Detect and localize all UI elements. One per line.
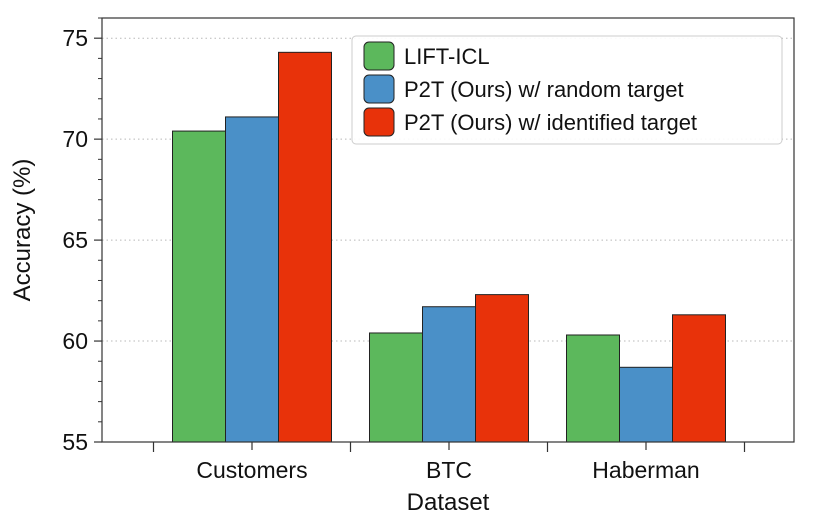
bar-customers-series-2 bbox=[225, 116, 279, 443]
x-tick-label: Haberman bbox=[592, 457, 699, 483]
legend: LIFT-ICL P2T (Ours) w/ random target P2T (… bbox=[351, 35, 783, 145]
plot-frame bbox=[101, 17, 795, 443]
bar-customers-series-1 bbox=[172, 130, 226, 443]
y-tick-label: 60 bbox=[62, 328, 88, 354]
bar-haberman-series-2 bbox=[619, 366, 673, 443]
legend-label-1: LIFT-ICL bbox=[404, 44, 490, 69]
y-tick-label: 55 bbox=[62, 429, 88, 455]
x-axis-title: Dataset bbox=[407, 489, 490, 516]
bar-customers-series-3 bbox=[278, 51, 332, 443]
legend-box bbox=[351, 35, 783, 145]
y-tick-label: 70 bbox=[62, 126, 88, 152]
y-tick-label: 75 bbox=[62, 25, 88, 51]
y-tick-label: 65 bbox=[62, 227, 88, 253]
bar-haberman-series-1 bbox=[566, 334, 620, 443]
legend-swatch-2 bbox=[363, 74, 395, 104]
bar-btc-series-1 bbox=[369, 332, 423, 443]
x-tick-label: BTC bbox=[426, 457, 472, 483]
legend-swatch-3 bbox=[363, 107, 395, 137]
legend-label-3: P2T (Ours) w/ identified target bbox=[404, 110, 697, 135]
x-tick-label: Customers bbox=[196, 457, 307, 483]
bar-btc-series-3 bbox=[475, 294, 529, 443]
bar-btc-series-2 bbox=[422, 306, 476, 443]
tick-labels: 55 60 65 70 75 Customers BTC Haberman bbox=[62, 25, 699, 483]
bar-haberman-series-3 bbox=[672, 314, 726, 443]
y-axis-title: Accuracy (%) bbox=[9, 159, 36, 302]
legend-swatch-1 bbox=[363, 41, 395, 71]
legend-label-2: P2T (Ours) w/ random target bbox=[404, 77, 684, 102]
axis-ticks bbox=[94, 17, 746, 452]
